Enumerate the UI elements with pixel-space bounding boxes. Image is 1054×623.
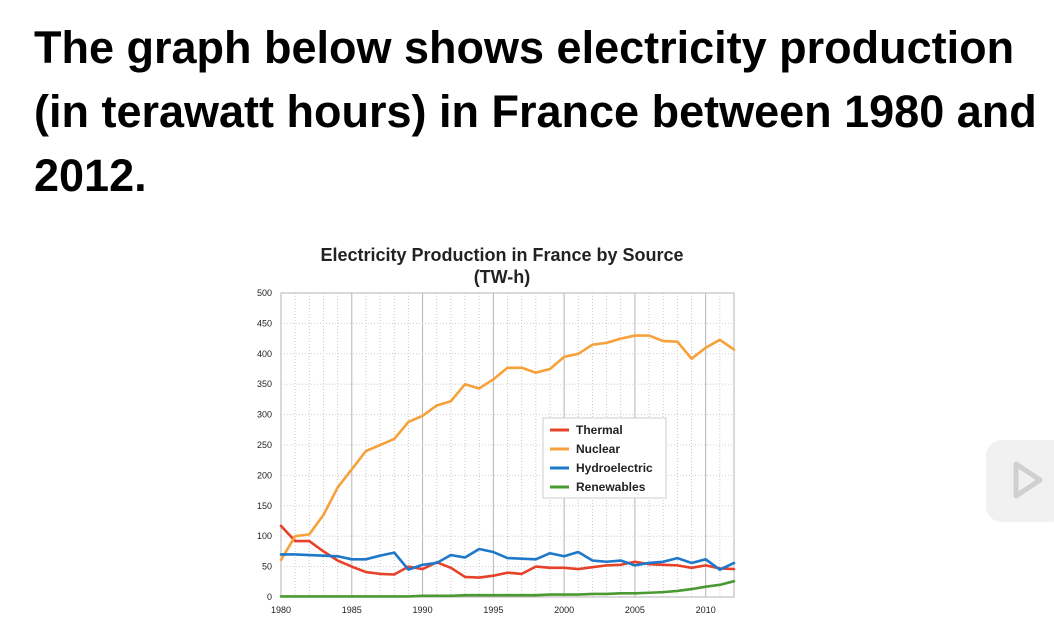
x-tick-label: 2010 [696, 605, 716, 615]
x-tick-label: 2005 [625, 605, 645, 615]
y-tick-label: 200 [257, 470, 272, 480]
x-tick-label: 1980 [271, 605, 291, 615]
legend-label-thermal: Thermal [576, 423, 623, 437]
y-tick-label: 500 [257, 288, 272, 298]
chart-legend: Thermal Nuclear Hydroelectric Renewables [542, 417, 667, 499]
play-icon [1013, 461, 1043, 499]
x-tick-label: 2000 [554, 605, 574, 615]
series-line-hydroelectric [279, 547, 736, 571]
series-line-thermal [279, 524, 736, 579]
y-tick-label: 450 [257, 318, 272, 328]
y-tick-label: 0 [267, 592, 272, 602]
x-tick-label: 1985 [342, 605, 362, 615]
x-tick-label: 1995 [483, 605, 503, 615]
y-tick-label: 250 [257, 440, 272, 450]
y-tick-label: 350 [257, 379, 272, 389]
side-widget-button[interactable] [986, 440, 1054, 522]
series-line-nuclear [279, 334, 736, 562]
x-tick-label: 1990 [413, 605, 433, 615]
plot-border [280, 292, 735, 598]
legend-label-nuclear: Nuclear [576, 442, 620, 456]
chart-title: Electricity Production in France by Sour… [320, 245, 683, 265]
y-tick-label: 400 [257, 349, 272, 359]
y-tick-label: 150 [257, 501, 272, 511]
slide-heading: The graph below shows electricity produc… [34, 22, 1037, 201]
legend-label-renewables: Renewables [576, 480, 646, 494]
series-line-renewables [279, 579, 736, 598]
chart-subtitle: (TW-h) [474, 267, 531, 287]
legend-label-hydroelectric: Hydroelectric [576, 461, 653, 475]
y-tick-label: 300 [257, 410, 272, 420]
y-tick-label: 100 [257, 531, 272, 541]
y-tick-label: 50 [262, 562, 272, 572]
